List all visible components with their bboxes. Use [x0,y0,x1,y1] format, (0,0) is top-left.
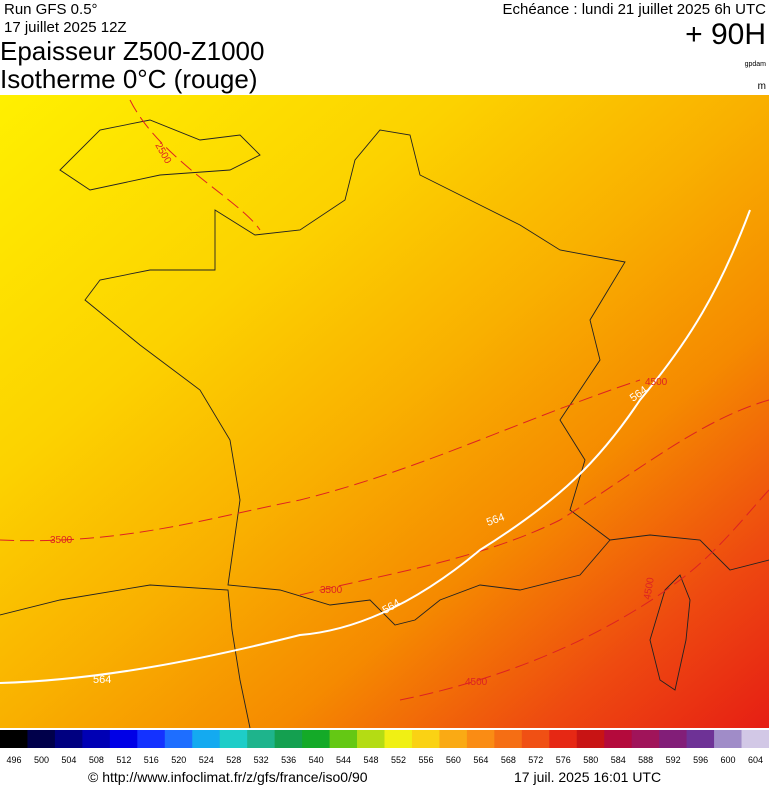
contour-label: 3500 [50,535,73,546]
france-outline [84,129,626,626]
color-swatch [494,730,523,748]
colorbar-label: 504 [61,755,76,765]
colorbar-label: 580 [583,755,598,765]
color-swatch [439,730,468,748]
title-line: Isotherme 0°C (rouge) [0,64,258,94]
title-line: Epaisseur Z500-Z1000 [0,36,264,66]
color-swatch [54,730,83,748]
run-label: Run GFS 0.5° [4,1,98,18]
colorbar-label: 568 [501,755,516,765]
color-swatch [109,730,138,748]
colorbar-label: 560 [446,755,461,765]
contour-label: 4500 [465,677,488,688]
color-swatch [219,730,248,748]
isotherm-lines [0,99,769,701]
color-swatch [302,730,331,748]
color-swatch [164,730,193,748]
colorbar-label: 500 [34,755,49,765]
color-swatch [384,730,413,748]
color-swatch [137,730,166,748]
colorbar-label: 516 [144,755,159,765]
isotherm-line [399,489,769,701]
colorbar-label: 496 [6,755,21,765]
colorbar-label: 544 [336,755,351,765]
color-swatch [631,730,660,748]
color-swatch [357,730,385,748]
timestamp: 17 juil. 2025 16:01 UTC [514,769,661,785]
thickness-contour-564 [0,209,751,684]
run-date: 17 juillet 2025 12Z [4,19,127,36]
contour-label: 4500 [645,377,668,388]
colorbar-label: 520 [171,755,186,765]
source-url: © http://www.infoclimat.fr/z/gfs/france/… [88,769,368,785]
colorbar-label: 532 [254,755,269,765]
england-outline [59,119,261,191]
colorbar-label: 564 [473,755,488,765]
colorbar-label: 512 [116,755,131,765]
color-swatch [604,730,633,748]
color-swatch [686,730,715,748]
contour-label: 4500 [642,576,657,600]
colorbar-label: 584 [611,755,626,765]
colorbar-label: 536 [281,755,296,765]
color-swatch [466,730,495,748]
isotherm-line [299,399,769,596]
color-swatch [741,730,769,748]
unit-label: gpdam [745,61,767,68]
colorbar-label: 528 [226,755,241,765]
contour-label: 564 [485,511,506,529]
colorbar-label: 524 [199,755,214,765]
color-swatch [549,730,578,748]
isotherm-line [0,379,641,542]
colorbar-label: 572 [528,755,543,765]
colorbar-label: 604 [748,755,763,765]
colorbar-label: 508 [89,755,104,765]
color-swatch [247,730,276,748]
colorbar-label: 600 [721,755,736,765]
thickness-field [0,95,769,728]
isotherm-line [129,99,261,231]
color-swatch [659,730,688,748]
colorbar-label: 540 [309,755,324,765]
color-swatch [411,730,440,748]
colorbar-label: 552 [391,755,406,765]
color-swatch [192,730,221,748]
colorbar: 496 500 504 508 512 516 520 524 528 532 536 540 544 5… [0,730,769,765]
italy-outline [609,534,769,571]
lead-time: + 90H [685,18,766,51]
contour-label: 564 [93,674,111,686]
colorbar-label: 576 [556,755,571,765]
color-swatch [714,730,743,748]
color-swatch [329,730,358,748]
forecast-time: Echéance : lundi 21 juillet 2025 6h UTC [503,1,767,18]
spain-outline [0,584,251,729]
unit-label: m [758,81,766,92]
color-swatch [521,730,550,748]
colorbar-label: 556 [418,755,433,765]
colorbar-label: 592 [666,755,681,765]
color-swatch [274,730,303,748]
contour-label: 3500 [320,585,343,596]
color-swatch [82,730,111,748]
color-swatch [27,730,56,748]
colorbar-label: 588 [638,755,653,765]
colorbar-label: 596 [693,755,708,765]
color-swatch [0,730,28,748]
colorbar-label: 548 [364,755,379,765]
color-swatch [576,730,605,748]
